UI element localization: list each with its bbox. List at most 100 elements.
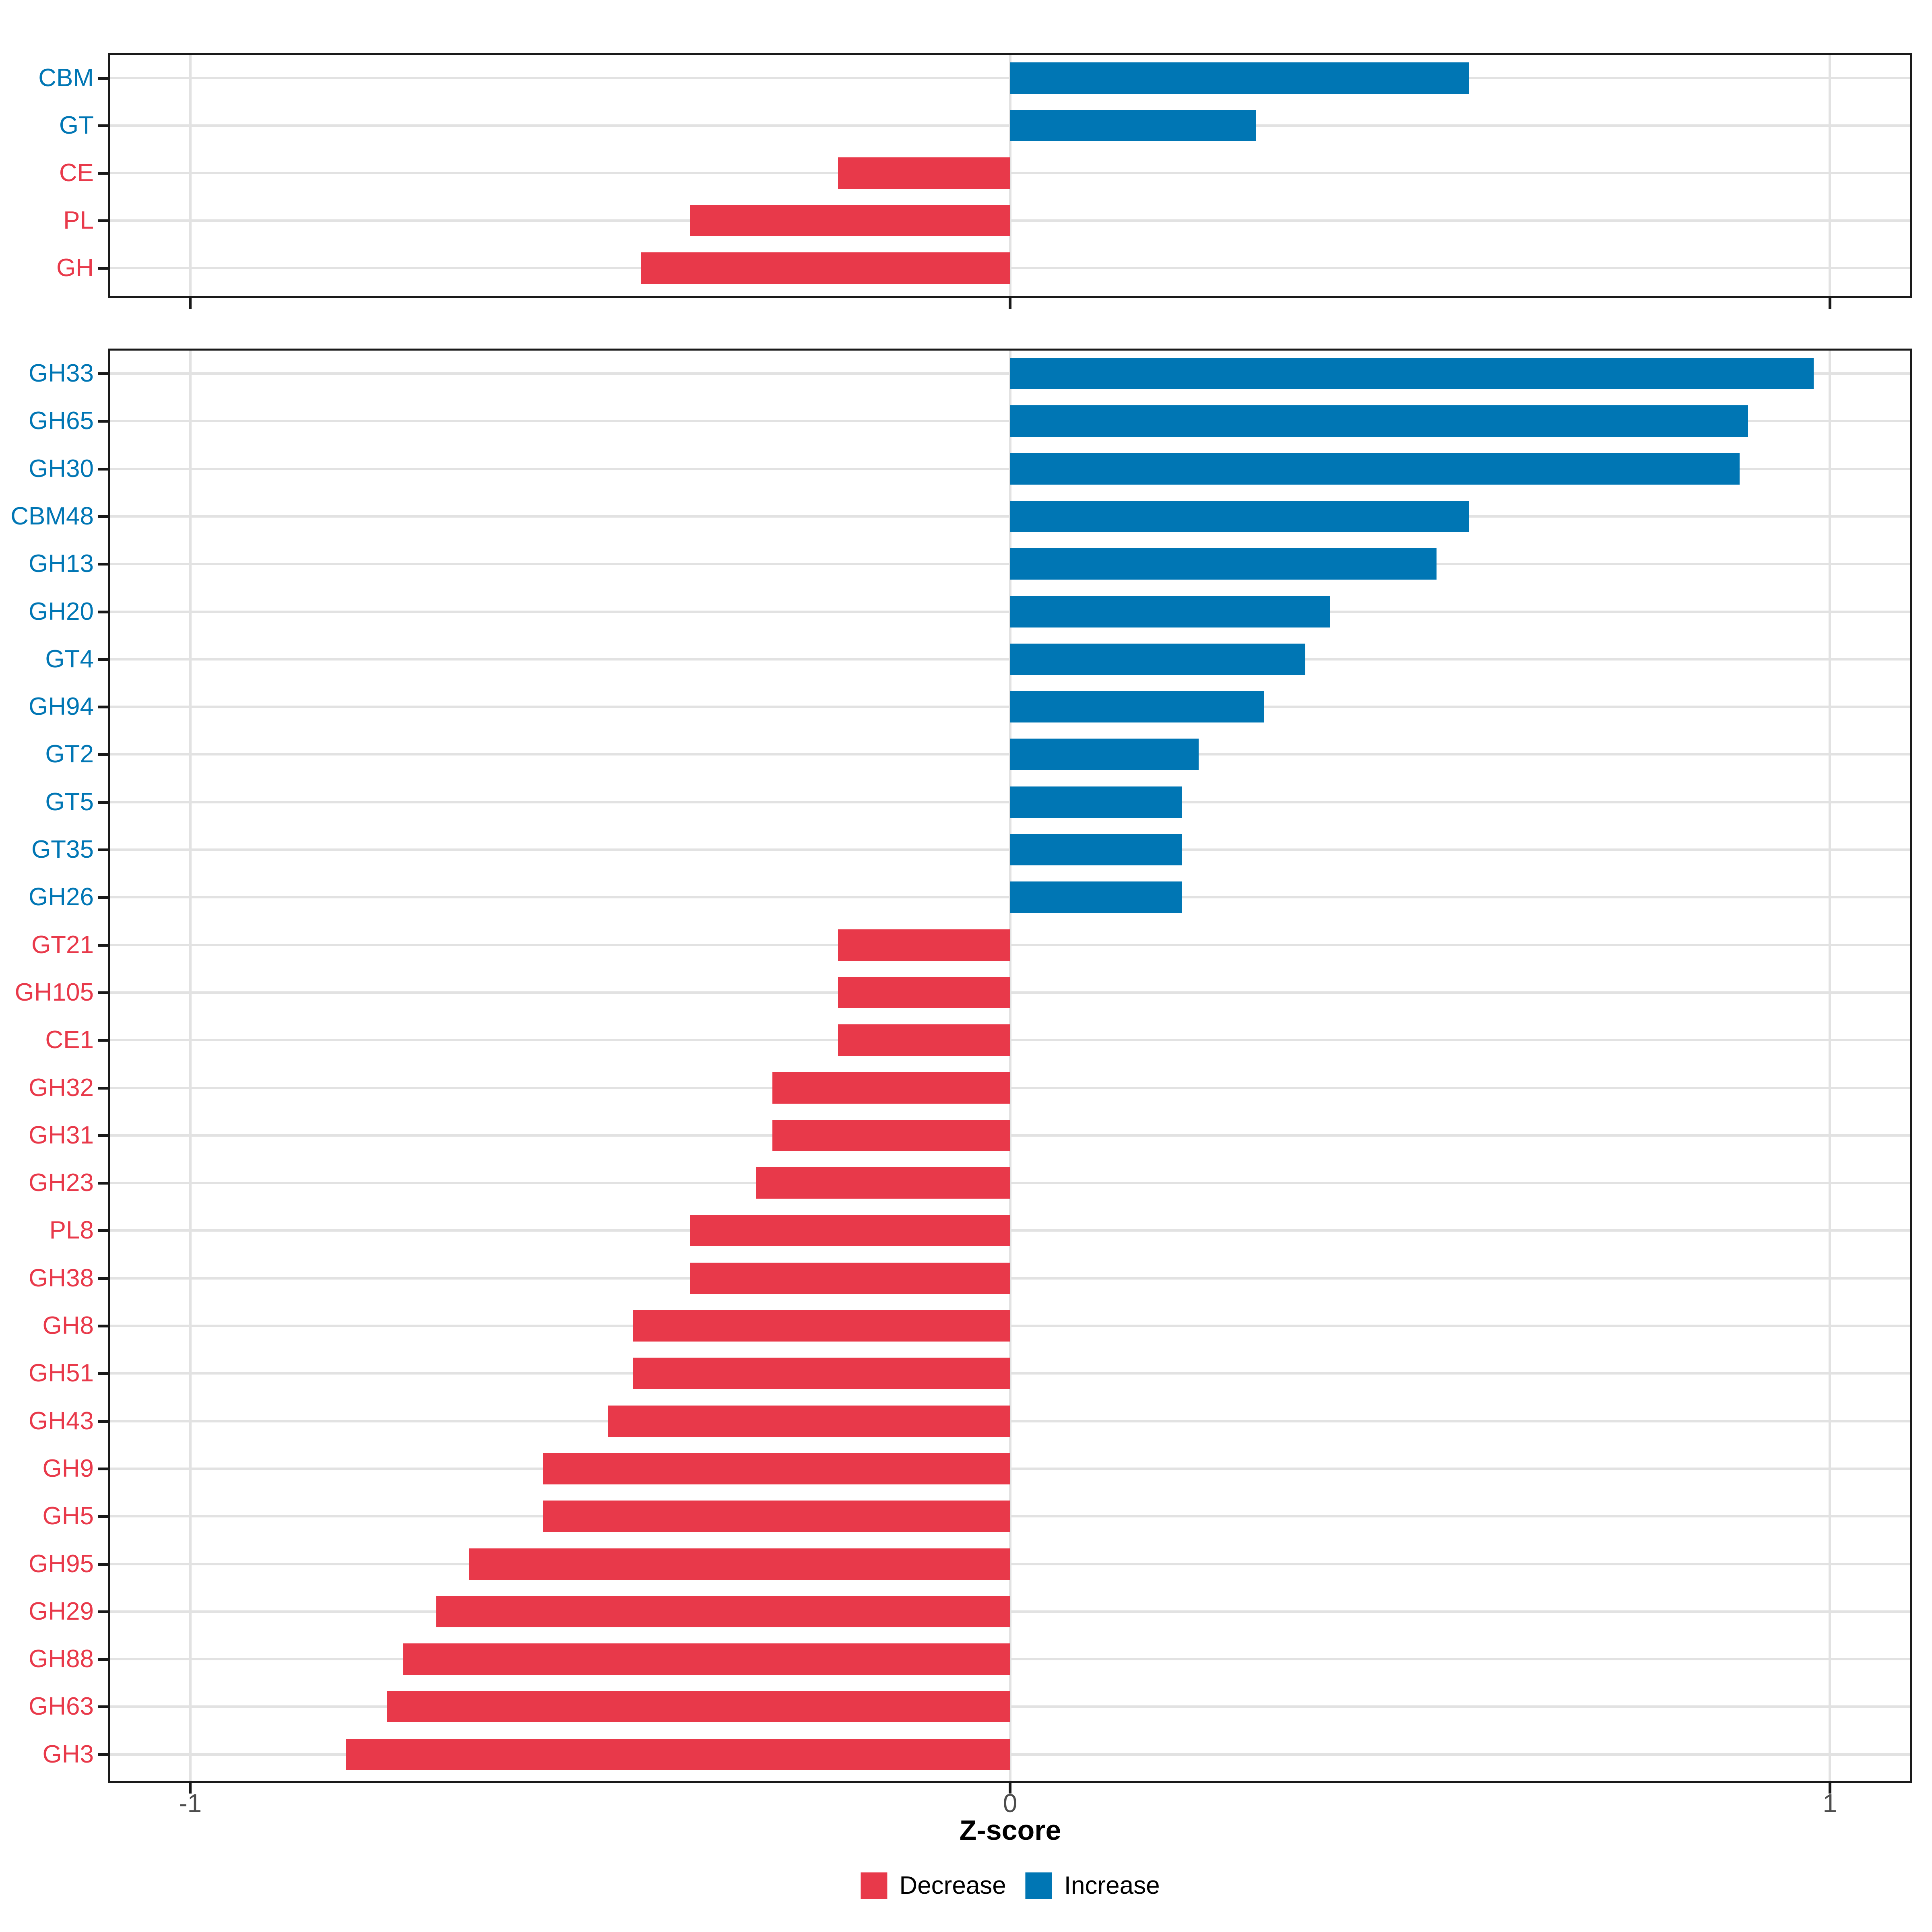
category-label-GH5: GH5 — [42, 1502, 94, 1530]
category-tick-GH — [98, 267, 108, 270]
category-tick-GH88 — [98, 1658, 108, 1661]
bar-GH13 — [1010, 548, 1437, 580]
bar-GH3 — [346, 1738, 1010, 1770]
bar-GH33 — [1010, 358, 1814, 389]
category-tick-GH5 — [98, 1515, 108, 1518]
gridline-horizontal — [108, 991, 1912, 994]
gridline-horizontal — [108, 1325, 1912, 1327]
x-axis-tick — [189, 1783, 192, 1794]
bar-GH9 — [543, 1453, 1010, 1484]
category-tick-GH33 — [98, 372, 108, 375]
gridline-horizontal — [108, 1086, 1912, 1089]
bar-GH51 — [633, 1358, 1010, 1389]
category-label-GH33: GH33 — [29, 359, 94, 387]
gridline-horizontal — [108, 1372, 1912, 1375]
bar-GH26 — [1010, 881, 1183, 913]
legend-item-decrease: Decrease — [861, 1872, 1006, 1899]
bar-GH88 — [403, 1643, 1010, 1675]
category-tick-GT21 — [98, 943, 108, 947]
gridline-vertical — [1829, 53, 1831, 298]
legend-swatch-decrease — [861, 1872, 888, 1899]
category-label-GH65: GH65 — [29, 407, 94, 435]
bar-GT35 — [1010, 834, 1183, 865]
bar-GT21 — [838, 929, 1010, 961]
category-label-GH30: GH30 — [29, 454, 94, 483]
legend-label-increase: Increase — [1064, 1872, 1160, 1899]
category-label-GH88: GH88 — [29, 1645, 94, 1673]
gridline-horizontal — [108, 943, 1912, 946]
category-tick-GH95 — [98, 1563, 108, 1566]
category-label-GH63: GH63 — [29, 1693, 94, 1721]
gridline-horizontal — [108, 267, 1912, 269]
category-label-GH: GH — [56, 254, 94, 282]
bar-GH — [641, 252, 1010, 284]
bar-GH8 — [633, 1310, 1010, 1342]
bar-GT4 — [1010, 643, 1305, 675]
gridline-vertical — [1009, 349, 1011, 1783]
category-label-GH29: GH29 — [29, 1597, 94, 1625]
gridline-horizontal — [108, 1753, 1912, 1756]
category-tick-CE1 — [98, 1039, 108, 1042]
category-label-GT5: GT5 — [45, 788, 94, 816]
category-tick-GH29 — [98, 1610, 108, 1613]
gridline-horizontal — [108, 1134, 1912, 1137]
category-label-GT35: GT35 — [31, 836, 94, 863]
x-axis-title: Z-score — [959, 1814, 1061, 1846]
gridline-vertical — [189, 53, 192, 298]
category-label-GH31: GH31 — [29, 1121, 94, 1149]
x-axis-tick — [1828, 298, 1831, 309]
gridline-horizontal — [108, 1658, 1912, 1661]
category-tick-CE — [98, 172, 108, 175]
gridline-horizontal — [108, 1039, 1912, 1042]
category-label-GH51: GH51 — [29, 1359, 94, 1387]
category-label-GH20: GH20 — [29, 597, 94, 625]
bar-GT5 — [1010, 786, 1183, 818]
category-label-PL: PL — [63, 206, 94, 234]
category-tick-GT2 — [98, 753, 108, 756]
category-tick-GT4 — [98, 658, 108, 661]
bar-GT2 — [1010, 739, 1199, 770]
category-label-CE1: CE1 — [45, 1026, 94, 1054]
category-label-GH43: GH43 — [29, 1407, 94, 1435]
category-tick-GH20 — [98, 610, 108, 613]
category-tick-GH31 — [98, 1134, 108, 1137]
category-label-GT4: GT4 — [45, 645, 94, 673]
category-tick-PL — [98, 219, 108, 222]
legend-label-decrease: Decrease — [899, 1872, 1006, 1899]
bar-GH38 — [690, 1262, 1010, 1294]
category-label-GH9: GH9 — [42, 1454, 94, 1482]
category-label-CBM: CBM — [38, 64, 94, 92]
gridline-horizontal — [108, 1277, 1912, 1280]
gridline-horizontal — [108, 1563, 1912, 1565]
category-label-GT: GT — [59, 111, 94, 139]
legend: Decrease Increase — [861, 1872, 1160, 1899]
bar-GH23 — [756, 1167, 1010, 1199]
bar-GH29 — [436, 1596, 1010, 1627]
bar-CE1 — [838, 1024, 1010, 1056]
category-label-GH38: GH38 — [29, 1264, 94, 1292]
gridline-horizontal — [108, 1229, 1912, 1232]
gridline-horizontal — [108, 1705, 1912, 1708]
category-tick-GH38 — [98, 1277, 108, 1280]
category-label-GH26: GH26 — [29, 883, 94, 911]
x-axis-tick — [1009, 298, 1011, 309]
gridline-horizontal — [108, 1610, 1912, 1613]
category-tick-GH63 — [98, 1705, 108, 1709]
gridline-horizontal — [108, 1420, 1912, 1422]
gridline-vertical — [189, 349, 192, 1783]
bar-PL8 — [690, 1215, 1010, 1247]
category-label-GH95: GH95 — [29, 1550, 94, 1578]
bar-GT — [1010, 110, 1256, 141]
category-label-GH13: GH13 — [29, 550, 94, 578]
category-tick-GH51 — [98, 1372, 108, 1375]
category-tick-GH43 — [98, 1420, 108, 1423]
category-label-GH23: GH23 — [29, 1169, 94, 1197]
bar-GH63 — [387, 1691, 1010, 1723]
category-tick-GH9 — [98, 1467, 108, 1470]
category-tick-GH3 — [98, 1753, 108, 1756]
category-tick-GH94 — [98, 706, 108, 709]
category-label-GH94: GH94 — [29, 693, 94, 721]
x-axis-tick — [1009, 1783, 1011, 1794]
x-axis-tick — [1828, 1783, 1831, 1794]
